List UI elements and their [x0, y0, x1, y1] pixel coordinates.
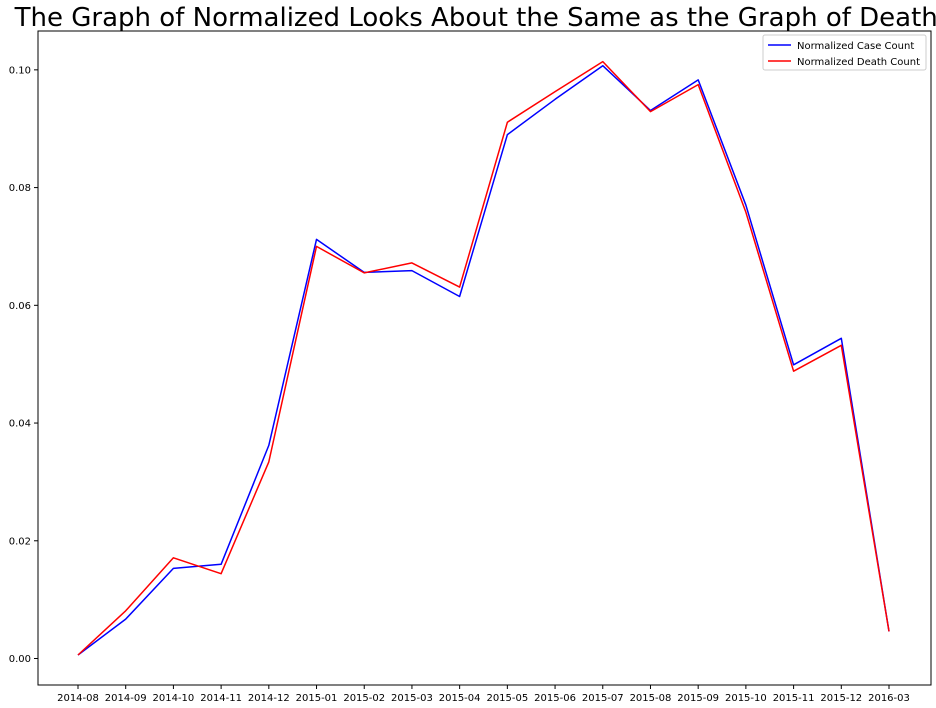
- y-tick-label: 0.02: [9, 536, 31, 547]
- series-layer: [77, 60, 890, 656]
- x-tick-label: 2015-02: [343, 693, 385, 704]
- legend-label-case: Normalized Case Count: [797, 41, 914, 52]
- x-tick-label: 2014-10: [153, 693, 195, 704]
- x-tick-label: 2015-12: [820, 693, 862, 704]
- y-tick-label: 0.04: [9, 419, 31, 430]
- x-axis: 2014-08 2014-09 2014-10 2014-11 2014-12 2015-…: [57, 685, 910, 704]
- x-tick-label: 2015-11: [773, 693, 815, 704]
- x-tick-label: 2015-08: [630, 693, 672, 704]
- legend-box: [762, 34, 927, 71]
- legend-label-death: Normalized Death Count: [797, 57, 920, 68]
- x-tick-label: 2014-08: [57, 693, 99, 704]
- x-tick-label: 2015-07: [582, 693, 624, 704]
- series-line-death-count: [77, 60, 890, 656]
- chart-title: The Graph of Normalized Looks About the …: [14, 3, 936, 33]
- x-tick-label: 2015-06: [534, 693, 576, 704]
- x-tick-label: 2016-03: [868, 693, 910, 704]
- plot-area-frame: [37, 30, 932, 686]
- legend: Normalized Case Count Normalized Death C…: [762, 34, 927, 71]
- series-line-case-count: [77, 64, 890, 656]
- y-axis: 0.00 0.02 0.04 0.06 0.08 0.10: [9, 65, 38, 665]
- x-tick-label: 2015-10: [725, 693, 767, 704]
- y-tick-label: 0.10: [9, 65, 31, 76]
- y-tick-label: 0.00: [9, 654, 31, 665]
- x-tick-label: 2015-09: [677, 693, 719, 704]
- x-tick-label: 2015-05: [486, 693, 528, 704]
- x-tick-label: 2014-12: [248, 693, 290, 704]
- x-tick-label: 2015-04: [439, 693, 481, 704]
- x-tick-label: 2014-11: [200, 693, 242, 704]
- y-tick-label: 0.06: [9, 301, 31, 312]
- x-tick-label: 2015-03: [391, 693, 433, 704]
- x-tick-label: 2014-09: [105, 693, 147, 704]
- x-tick-label: 2015-01: [296, 693, 338, 704]
- y-tick-label: 0.08: [9, 183, 31, 194]
